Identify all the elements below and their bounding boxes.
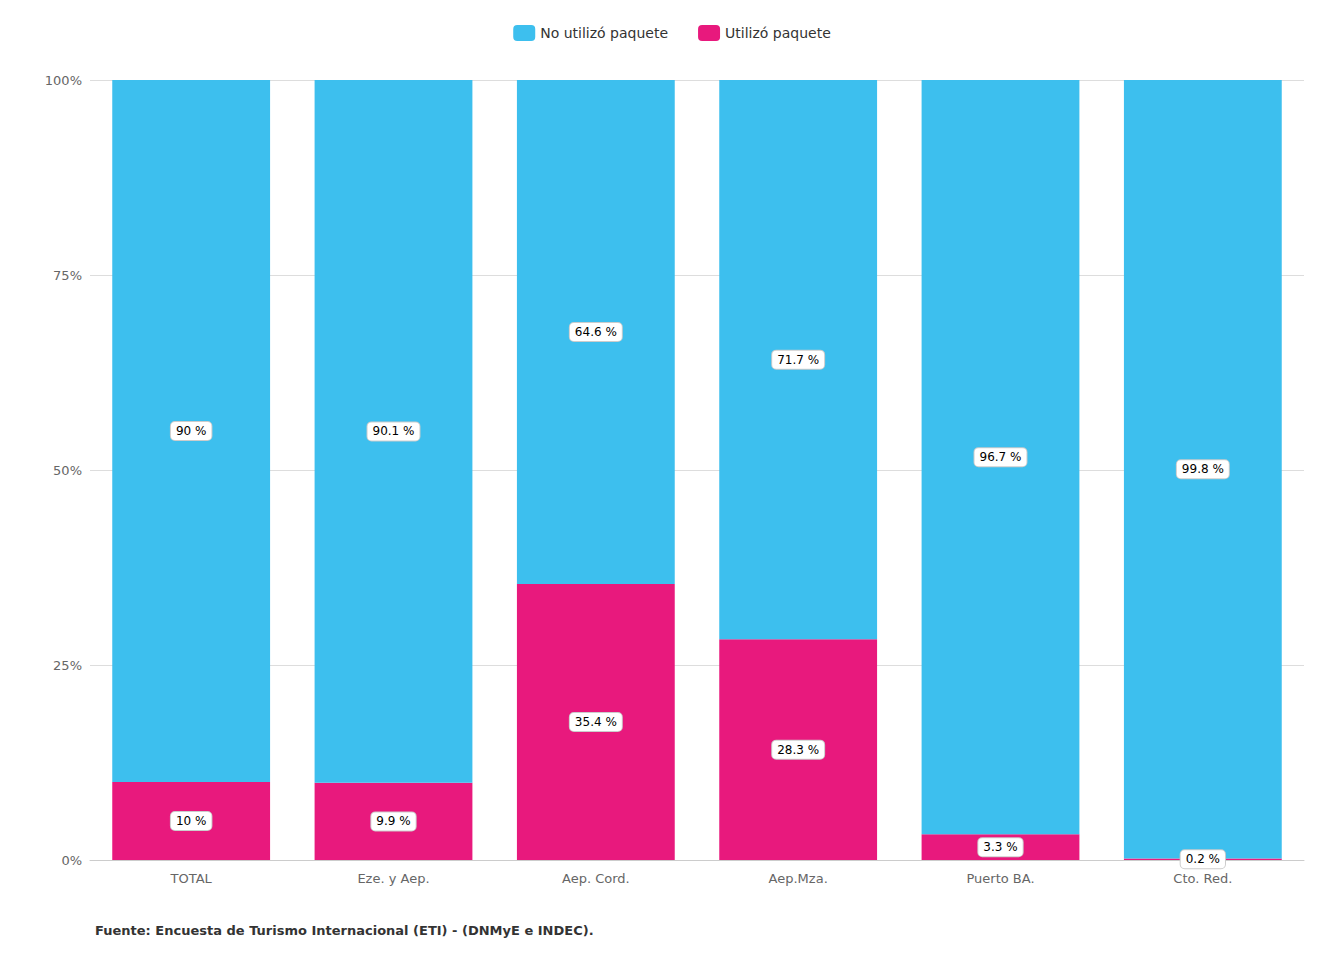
svg-text:100%: 100% xyxy=(45,73,82,88)
svg-text:Aep. Cord.: Aep. Cord. xyxy=(562,871,630,886)
svg-text:50%: 50% xyxy=(53,463,82,478)
svg-text:71.7 %: 71.7 % xyxy=(777,353,819,367)
svg-text:Cto. Red.: Cto. Red. xyxy=(1173,871,1232,886)
svg-text:0.2 %: 0.2 % xyxy=(1186,852,1220,866)
svg-text:90.1 %: 90.1 % xyxy=(373,424,415,438)
svg-text:75%: 75% xyxy=(53,268,82,283)
svg-text:10 %: 10 % xyxy=(176,814,207,828)
svg-text:TOTAL: TOTAL xyxy=(170,871,213,886)
svg-text:35.4 %: 35.4 % xyxy=(575,715,617,729)
svg-text:0%: 0% xyxy=(61,853,82,868)
svg-text:3.3 %: 3.3 % xyxy=(983,840,1017,854)
svg-text:Eze. y Aep.: Eze. y Aep. xyxy=(357,871,429,886)
svg-text:9.9 %: 9.9 % xyxy=(376,814,410,828)
svg-text:Fuente: Encuesta de Turismo In: Fuente: Encuesta de Turismo Internaciona… xyxy=(95,923,594,938)
svg-text:64.6 %: 64.6 % xyxy=(575,325,617,339)
svg-text:Puerto BA.: Puerto BA. xyxy=(966,871,1034,886)
svg-text:90 %: 90 % xyxy=(176,424,207,438)
svg-text:99.8 %: 99.8 % xyxy=(1182,462,1224,476)
svg-text:96.7 %: 96.7 % xyxy=(980,450,1022,464)
svg-text:Aep.Mza.: Aep.Mza. xyxy=(769,871,828,886)
svg-text:Utilizó paquete: Utilizó paquete xyxy=(725,25,831,41)
svg-text:25%: 25% xyxy=(53,658,82,673)
svg-text:No utilizó paquete: No utilizó paquete xyxy=(540,25,668,41)
svg-text:28.3 %: 28.3 % xyxy=(777,743,819,757)
